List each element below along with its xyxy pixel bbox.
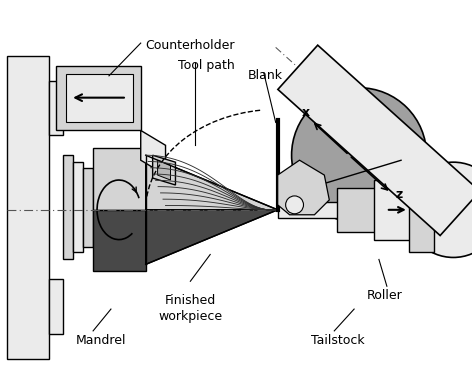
- Polygon shape: [278, 160, 329, 215]
- Text: Roller: Roller: [367, 289, 403, 302]
- Polygon shape: [64, 155, 73, 259]
- Text: x: x: [301, 105, 310, 118]
- Polygon shape: [49, 279, 64, 334]
- Polygon shape: [157, 160, 171, 180]
- Polygon shape: [56, 66, 141, 131]
- Polygon shape: [93, 210, 146, 271]
- Polygon shape: [409, 168, 434, 252]
- Text: Finished
workpiece: Finished workpiece: [158, 294, 222, 323]
- Polygon shape: [278, 202, 384, 218]
- Text: Tailstock: Tailstock: [311, 334, 365, 347]
- Polygon shape: [93, 148, 146, 210]
- Text: Counterholder: Counterholder: [146, 39, 235, 52]
- Polygon shape: [146, 210, 278, 265]
- Polygon shape: [278, 45, 474, 236]
- Polygon shape: [374, 180, 414, 240]
- Circle shape: [292, 88, 427, 223]
- Text: z: z: [395, 188, 402, 201]
- Text: Blank: Blank: [248, 69, 283, 82]
- Circle shape: [286, 196, 303, 214]
- Polygon shape: [7, 56, 49, 359]
- Polygon shape: [146, 155, 278, 210]
- Polygon shape: [153, 155, 175, 185]
- Polygon shape: [73, 162, 83, 253]
- Polygon shape: [337, 188, 379, 232]
- Polygon shape: [66, 74, 133, 122]
- Text: Mandrel: Mandrel: [76, 334, 127, 347]
- Text: Tool path: Tool path: [178, 59, 235, 72]
- Polygon shape: [141, 131, 165, 175]
- Polygon shape: [83, 168, 93, 247]
- Circle shape: [406, 162, 474, 257]
- Polygon shape: [49, 81, 64, 135]
